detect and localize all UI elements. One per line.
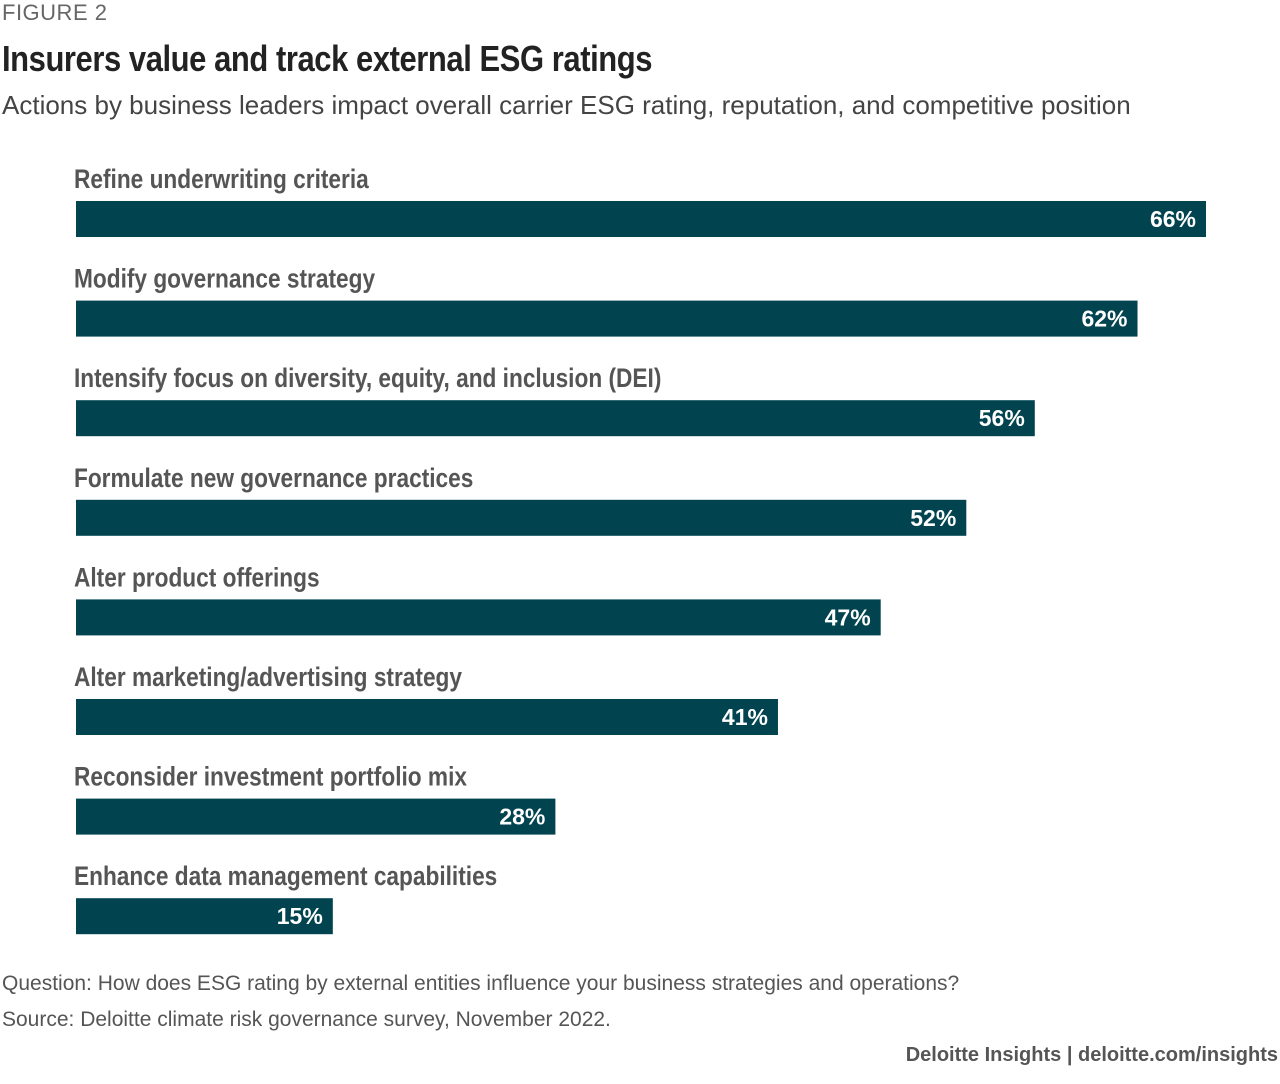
category-label: Reconsider investment portfolio mix <box>74 762 467 792</box>
bar-value-label: 66% <box>1150 206 1196 232</box>
bar <box>76 400 1035 437</box>
bar <box>76 699 778 735</box>
category-label: Refine underwriting criteria <box>74 164 370 194</box>
category-label: Enhance data management capabilities <box>74 861 497 891</box>
bar-value-label: 52% <box>910 505 956 531</box>
bar-value-label: 56% <box>979 405 1025 431</box>
bar <box>76 499 967 536</box>
bar <box>76 599 881 636</box>
credit-line: Deloitte Insights | deloitte.com/insight… <box>905 1044 1278 1066</box>
bar-value-label: 41% <box>722 704 768 730</box>
bar <box>76 201 1206 237</box>
category-label: Intensify focus on diversity, equity, an… <box>74 363 661 393</box>
category-label: Modify governance strategy <box>74 264 375 294</box>
bar-value-label: 47% <box>825 604 871 630</box>
category-label: Alter product offerings <box>74 563 320 593</box>
bar-value-label: 15% <box>277 903 323 929</box>
bar <box>76 798 556 835</box>
chart-title: Insurers value and track external ESG ra… <box>2 38 653 79</box>
source-note: Source: Deloitte climate risk governance… <box>2 1008 611 1031</box>
question-note: Question: How does ESG rating by externa… <box>2 972 960 995</box>
bar-value-label: 28% <box>499 804 545 830</box>
chart-subtitle: Actions by business leaders impact overa… <box>2 90 1131 120</box>
bar-chart: Refine underwriting criteria 66% Modify go… <box>74 164 1206 935</box>
category-label: Alter marketing/advertising strategy <box>74 662 462 692</box>
figure-label: FIGURE 2 <box>2 0 108 25</box>
bar <box>76 300 1138 337</box>
category-label: Formulate new governance practices <box>74 463 473 493</box>
bar-value-label: 62% <box>1081 306 1127 332</box>
bar <box>76 898 333 935</box>
